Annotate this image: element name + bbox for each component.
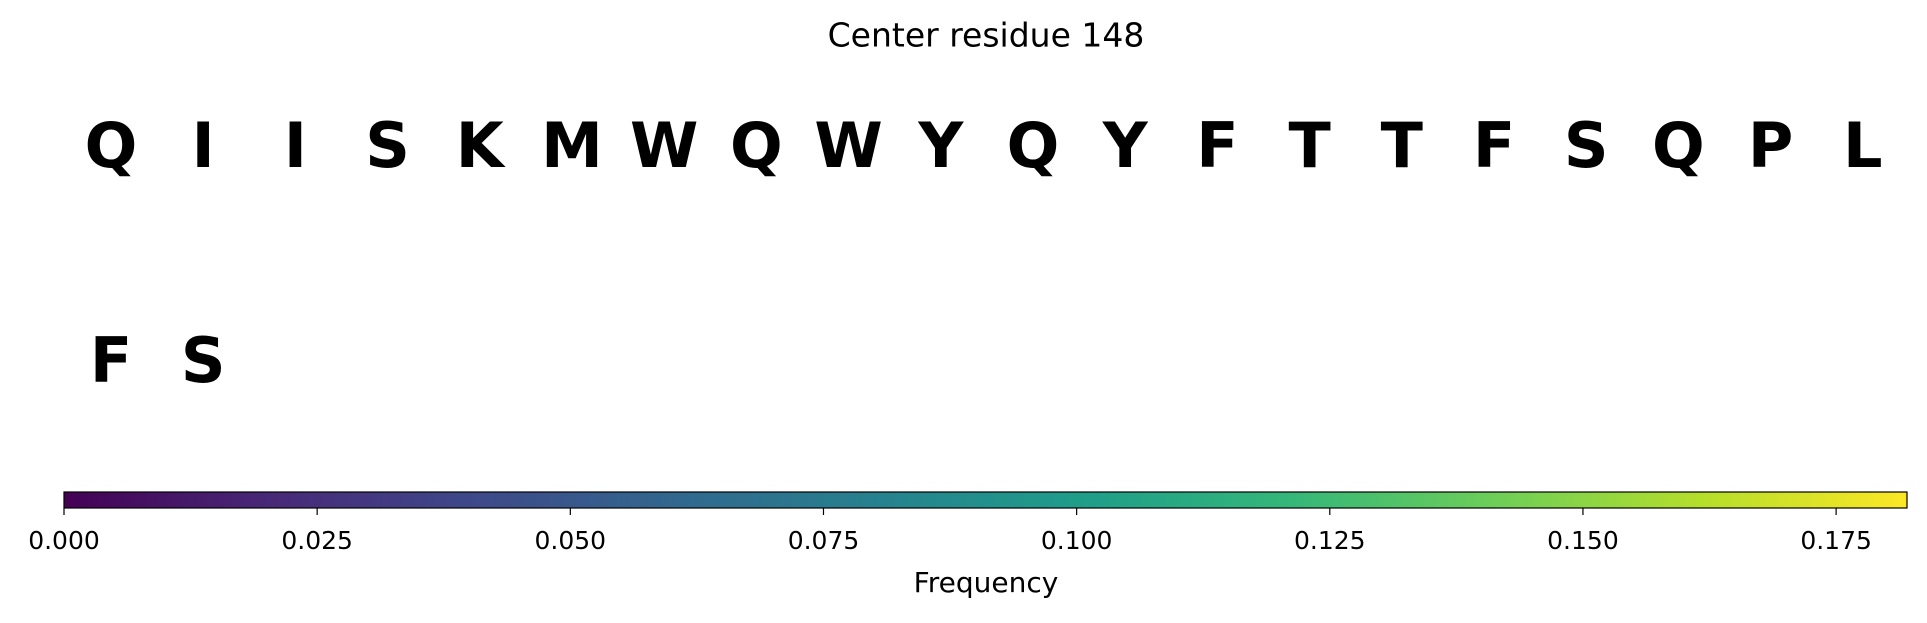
letter: K — [456, 109, 506, 182]
letter: Q — [1652, 109, 1705, 182]
letter: L — [1843, 109, 1883, 182]
colorbar — [63, 491, 1908, 509]
letter: I — [284, 109, 307, 182]
x-tick-label: 0.125 — [1294, 526, 1366, 555]
x-tick-label: 0.175 — [1800, 526, 1872, 555]
letter: Q — [1007, 109, 1060, 182]
letter: M — [541, 109, 603, 182]
letter: S — [1564, 109, 1609, 182]
letter: F — [1196, 109, 1238, 182]
x-tick-label: 0.075 — [788, 526, 860, 555]
colorbar-label: Frequency — [914, 566, 1059, 599]
letter: I — [192, 109, 215, 182]
letter: F — [1473, 109, 1515, 182]
x-tick-label: 0.000 — [28, 526, 100, 555]
letter: T — [1381, 109, 1423, 182]
letter: P — [1748, 109, 1793, 182]
chart-title: Center residue 148 — [828, 16, 1145, 55]
letter: F — [90, 324, 132, 397]
letter: S — [181, 324, 226, 397]
letter: Q — [730, 109, 783, 182]
letter: T — [1288, 109, 1330, 182]
letter: W — [630, 109, 698, 182]
x-tick-label: 0.150 — [1547, 526, 1619, 555]
x-tick-label: 0.100 — [1041, 526, 1113, 555]
letter: Y — [917, 109, 964, 182]
x-tick-label: 0.050 — [535, 526, 607, 555]
letter: S — [365, 109, 410, 182]
letter: Y — [1102, 109, 1149, 182]
letter: W — [814, 109, 882, 182]
x-tick-label: 0.025 — [281, 526, 353, 555]
letter: Q — [85, 109, 138, 182]
